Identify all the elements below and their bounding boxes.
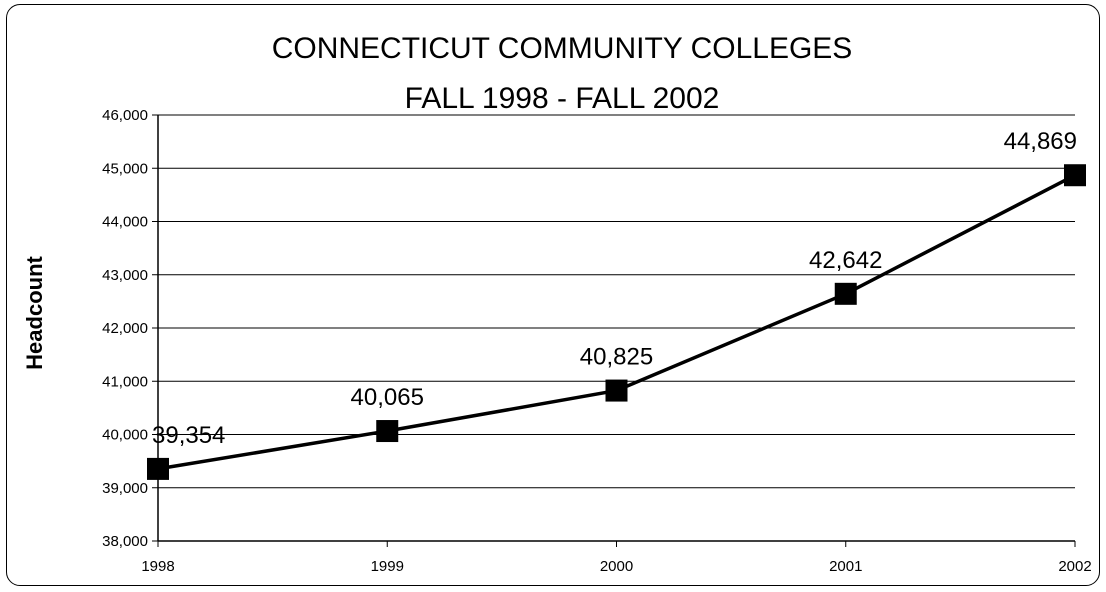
- chart-title-line-2: FALL 1998 - FALL 2002: [405, 82, 720, 115]
- y-axis-label: Headcount: [22, 255, 47, 369]
- y-tick-label: 46,000: [102, 107, 148, 124]
- y-tick-label: 39,000: [102, 480, 148, 497]
- x-tick-label: 1999: [371, 558, 404, 575]
- chart-frame: [6, 4, 1100, 586]
- data-point-1998: [147, 457, 169, 480]
- y-tick-label: 44,000: [102, 214, 148, 231]
- data-label-2000: 40,825: [580, 344, 653, 371]
- x-tick-label: 2000: [600, 558, 633, 575]
- y-tick-label: 45,000: [102, 160, 148, 177]
- y-tick-label: 41,000: [102, 373, 148, 390]
- y-tick-label: 42,000: [102, 320, 148, 337]
- axes: [152, 114, 1076, 547]
- x-tick-labels: 1998 1999 2000 2001 2002: [141, 558, 1091, 575]
- data-labels: 39,354 40,065 40,825 42,642 44,869: [152, 128, 1077, 449]
- series-headcount: [147, 164, 1086, 480]
- chart-title-line-1: CONNECTICUT COMMUNITY COLLEGES: [272, 32, 853, 65]
- y-tick-labels: 38,000 39,000 40,000 41,000 42,000 43,000 44,0…: [102, 107, 148, 550]
- gridlines: [158, 114, 1075, 489]
- data-label-2001: 42,642: [809, 247, 882, 274]
- data-point-1999: [376, 420, 399, 443]
- series-line: [157, 173, 1076, 471]
- data-point-2000: [605, 379, 628, 402]
- data-point-2001: [834, 282, 857, 305]
- data-label-2002: 44,869: [1004, 128, 1077, 155]
- x-tick-label: 2001: [829, 558, 862, 575]
- x-tick-label: 1998: [141, 558, 174, 575]
- data-label-1998: 39,354: [152, 422, 225, 449]
- data-point-2002: [1064, 164, 1086, 187]
- y-tick-label: 43,000: [102, 267, 148, 284]
- x-tick-label: 2002: [1058, 558, 1091, 575]
- y-tick-label: 40,000: [102, 427, 148, 444]
- y-tick-label: 38,000: [102, 533, 148, 550]
- data-label-1999: 40,065: [351, 384, 424, 411]
